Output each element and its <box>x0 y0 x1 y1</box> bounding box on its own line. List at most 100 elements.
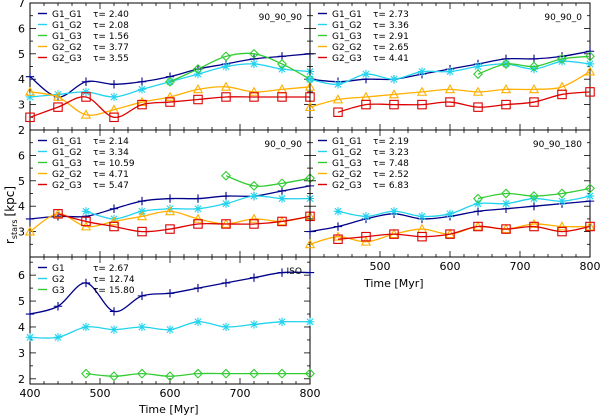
data-point-G2 <box>53 333 63 342</box>
data-point-G1_G2 <box>417 67 427 76</box>
data-point-G2_G3 <box>249 219 259 229</box>
data-point-G1_G2 <box>361 69 371 79</box>
data-point-G2_G2 <box>220 81 232 91</box>
series-line-G1_G3 <box>225 175 311 187</box>
data-point-G2_G3 <box>165 224 175 234</box>
y-tick-label: 3 <box>18 226 25 239</box>
data-point-G2_G3 <box>109 112 119 123</box>
data-point-G1_G1 <box>165 194 175 203</box>
x-axis-label-right: Time [Myr] <box>363 277 424 290</box>
data-point-G1_G3 <box>277 58 287 69</box>
data-point-G2_G2 <box>136 211 148 221</box>
data-point-G1_G3 <box>165 76 175 87</box>
legend-label-G1_G3: G1_G3 <box>332 32 362 42</box>
data-point-G1_G2 <box>249 191 259 201</box>
legend-label-G1: G1 <box>52 264 65 274</box>
x-tick-label: 500 <box>370 260 391 273</box>
data-point-G2_G3 <box>445 229 455 239</box>
data-point-G1_G3 <box>193 64 203 75</box>
data-point-G2_G2 <box>24 226 36 236</box>
y-tick-label: 7 <box>18 0 25 10</box>
y-tick-label: 5 <box>18 295 25 308</box>
data-point-G2_G2 <box>164 205 176 216</box>
data-point-G1_G2 <box>221 199 231 208</box>
panel-title: 90_0_90 <box>264 140 302 150</box>
data-point-G1_G3 <box>473 69 483 80</box>
legend-tau-G2_G3: τ= 3.55 <box>93 54 129 64</box>
data-point-G1_G3 <box>529 61 539 72</box>
data-point-G1 <box>305 268 315 277</box>
data-point-G2_G2 <box>416 86 428 96</box>
series-G2 <box>25 317 315 342</box>
data-point-G1_G2 <box>529 64 539 74</box>
data-point-G2_G3 <box>529 221 539 232</box>
data-point-G1_G2 <box>501 199 511 208</box>
legend-label-G1_G2: G1_G2 <box>52 21 82 31</box>
series-G1_G2 <box>333 191 595 221</box>
series-line-G2_G3 <box>57 213 311 233</box>
data-point-G1_G3 <box>277 178 287 189</box>
legend-label-G2_G2: G2_G2 <box>52 43 82 53</box>
data-point-G1_G3 <box>585 183 595 194</box>
data-point-G2_G3 <box>333 107 343 117</box>
y-axis-label-sub: stars <box>10 219 19 239</box>
data-point-G1_G2 <box>109 214 119 224</box>
legend-label-G1_G2: G1_G2 <box>332 21 362 31</box>
data-point-G2_G2 <box>528 218 540 228</box>
x-axis-label-bottom: Time [Myr] <box>138 403 199 416</box>
data-point-G2_G3 <box>389 99 399 110</box>
data-point-G1 <box>249 273 259 282</box>
data-point-G1_G2 <box>165 204 175 213</box>
series-G2_G3 <box>333 87 595 117</box>
series-line-G3 <box>85 372 310 377</box>
data-point-G2_G3 <box>53 102 63 112</box>
data-point-G1_G2 <box>249 59 259 69</box>
data-point-G1_G2 <box>193 69 203 79</box>
legend-tau-G3: τ= 15.80 <box>93 286 135 296</box>
series-G1_G3 <box>221 170 315 191</box>
legend-label-G1_G2: G1_G2 <box>52 148 82 158</box>
data-point-G1_G2 <box>81 207 91 216</box>
data-point-G1_G2 <box>417 212 427 221</box>
panel-4: 2 3 4 5 6 400 500 600 700 800 G1 τ= 2.67 G2 τ= 12.74 G… <box>18 256 321 400</box>
data-point-G1_G3 <box>221 51 231 62</box>
data-point-G1_G3 <box>221 170 231 181</box>
legend-tau-G2: τ= 12.74 <box>93 275 135 285</box>
data-point-G1_G3 <box>249 180 259 191</box>
legend-tau-G1_G2: τ= 3.34 <box>93 148 129 158</box>
series-line-G2_G2 <box>29 210 311 233</box>
data-point-G2_G2 <box>556 221 568 231</box>
legend-label-G2_G3: G2_G3 <box>52 181 82 191</box>
series-G1_G3 <box>165 48 315 87</box>
y-tick-label: 6 <box>18 149 25 162</box>
data-point-G2_G3 <box>277 92 287 102</box>
data-point-G2_G2 <box>52 208 64 218</box>
data-point-G2_G2 <box>164 91 176 101</box>
data-point-G1_G2 <box>389 75 399 84</box>
data-point-G2_G3 <box>53 209 63 219</box>
legend-label-G1_G3: G1_G3 <box>52 32 82 42</box>
data-point-G3 <box>137 368 147 379</box>
legend-tau-G2_G2: τ= 3.77 <box>93 43 129 53</box>
x-tick-label: 800 <box>580 260 600 273</box>
data-point-G2_G3 <box>445 97 455 107</box>
data-point-G2 <box>193 317 203 326</box>
data-point-G1 <box>193 283 203 293</box>
data-point-G1_G2 <box>473 62 483 71</box>
legend-label-G2_G2: G2_G2 <box>52 170 82 180</box>
series-line-G2_G3 <box>337 225 591 240</box>
data-point-G2 <box>249 320 259 329</box>
legend-tau-G1_G3: τ= 7.48 <box>373 159 409 169</box>
data-point-G1_G2 <box>277 64 287 74</box>
data-point-G2_G3 <box>417 231 427 242</box>
data-point-G1_G2 <box>193 204 203 213</box>
series-G1_G3 <box>473 51 595 80</box>
series-G1_G3 <box>473 183 595 204</box>
series-G1_G2 <box>25 59 315 102</box>
x-tick-label: 600 <box>440 260 461 273</box>
legend-tau-G1_G2: τ= 3.23 <box>373 148 409 158</box>
y-tick-label: 4 <box>18 73 25 86</box>
data-point-G1_G3 <box>557 53 567 64</box>
legend-label-G1_G3: G1_G3 <box>332 159 362 169</box>
legend-tau-G2_G3: τ= 4.41 <box>373 54 409 64</box>
